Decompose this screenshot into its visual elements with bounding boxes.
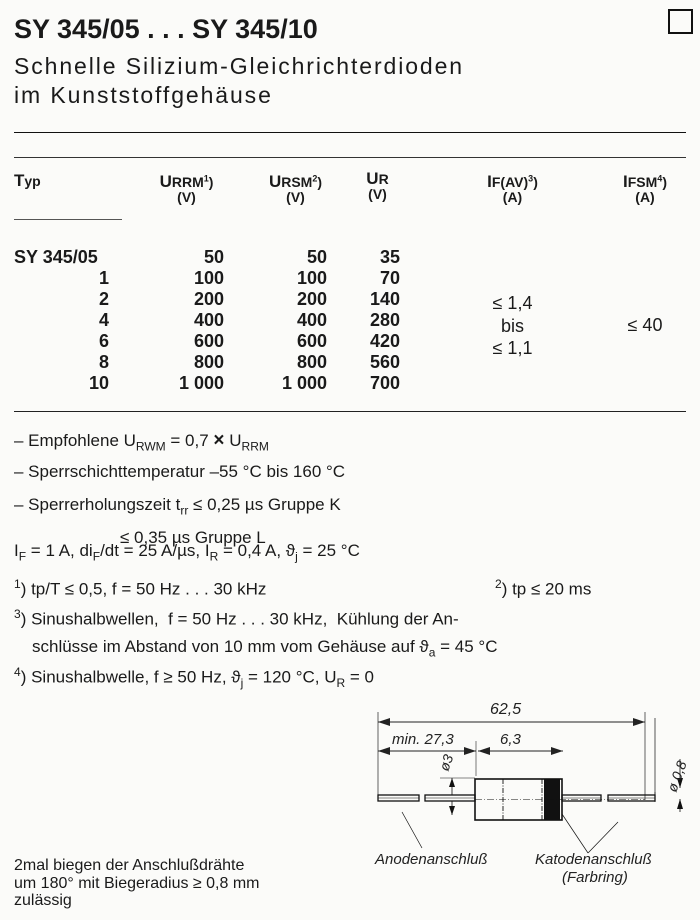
svg-text:ø 0,8: ø 0,8 xyxy=(664,758,690,794)
svg-text:(Farbring): (Farbring) xyxy=(562,869,628,886)
svg-text:6,3: 6,3 xyxy=(500,731,522,748)
svg-text:Anodenanschluß: Anodenanschluß xyxy=(374,851,488,868)
svg-text:Katodenanschluß: Katodenanschluß xyxy=(535,851,652,868)
svg-text:ø3: ø3 xyxy=(436,752,457,773)
svg-text:min. 27,3: min. 27,3 xyxy=(392,731,454,748)
svg-text:62,5: 62,5 xyxy=(490,701,521,718)
